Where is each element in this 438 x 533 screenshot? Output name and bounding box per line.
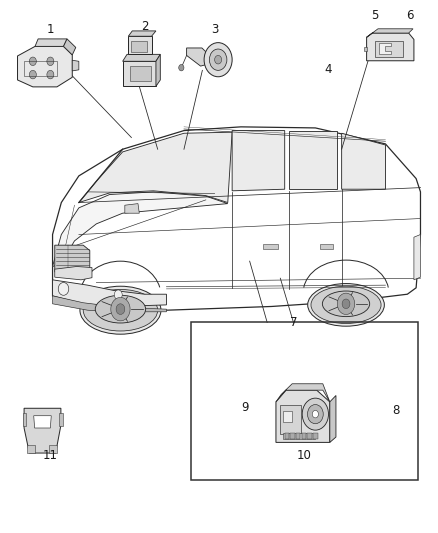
Polygon shape — [289, 131, 337, 189]
Text: 11: 11 — [43, 449, 58, 462]
Polygon shape — [34, 416, 51, 428]
Circle shape — [215, 55, 222, 64]
Polygon shape — [276, 384, 330, 402]
Circle shape — [337, 293, 355, 314]
Polygon shape — [414, 235, 420, 280]
Circle shape — [114, 290, 122, 300]
Polygon shape — [35, 39, 67, 46]
Ellipse shape — [83, 289, 158, 331]
Ellipse shape — [80, 286, 161, 334]
Bar — [290, 433, 295, 439]
Bar — [307, 433, 312, 439]
Bar — [283, 433, 315, 439]
Polygon shape — [125, 204, 139, 213]
Bar — [296, 433, 300, 439]
Circle shape — [29, 70, 36, 79]
Text: 9: 9 — [241, 401, 249, 414]
Bar — [59, 413, 63, 426]
Circle shape — [111, 297, 130, 321]
Polygon shape — [342, 133, 385, 189]
Text: 6: 6 — [406, 10, 413, 22]
Circle shape — [29, 57, 36, 66]
Polygon shape — [53, 127, 420, 312]
Bar — [49, 445, 57, 453]
Text: 4: 4 — [325, 63, 332, 76]
Text: 7: 7 — [290, 316, 297, 329]
Polygon shape — [187, 48, 208, 66]
Circle shape — [209, 49, 227, 70]
Bar — [191, 322, 418, 480]
Circle shape — [204, 43, 232, 77]
Circle shape — [312, 410, 318, 418]
Bar — [27, 445, 35, 453]
Bar — [375, 41, 403, 57]
Ellipse shape — [322, 291, 370, 317]
Ellipse shape — [308, 284, 385, 326]
Bar — [320, 244, 333, 249]
Bar — [131, 41, 147, 52]
Polygon shape — [79, 132, 232, 203]
Text: 2: 2 — [141, 20, 148, 33]
Polygon shape — [276, 390, 330, 442]
Ellipse shape — [95, 295, 145, 323]
Bar — [24, 61, 57, 76]
Circle shape — [47, 57, 54, 66]
Circle shape — [116, 304, 125, 314]
Polygon shape — [232, 131, 285, 191]
Bar — [302, 433, 306, 439]
Circle shape — [307, 405, 323, 424]
Bar — [280, 405, 301, 434]
Polygon shape — [123, 61, 156, 86]
Polygon shape — [367, 33, 414, 61]
Circle shape — [342, 299, 350, 309]
Text: 5: 5 — [371, 10, 378, 22]
Bar — [313, 433, 318, 439]
Bar — [130, 66, 151, 81]
Polygon shape — [72, 60, 79, 71]
Ellipse shape — [311, 286, 381, 324]
Bar — [364, 47, 367, 51]
Polygon shape — [55, 266, 92, 280]
Bar — [285, 433, 289, 439]
Polygon shape — [64, 39, 76, 55]
Text: 10: 10 — [297, 449, 312, 462]
Polygon shape — [379, 43, 391, 54]
Polygon shape — [123, 54, 160, 61]
Polygon shape — [128, 31, 156, 36]
Bar — [283, 411, 292, 422]
Circle shape — [302, 398, 328, 430]
Text: 8: 8 — [393, 404, 400, 417]
Bar — [263, 244, 278, 249]
Polygon shape — [330, 395, 336, 442]
Polygon shape — [24, 408, 61, 453]
Polygon shape — [156, 54, 160, 86]
Bar — [23, 413, 26, 426]
Circle shape — [58, 282, 69, 295]
Text: 3: 3 — [211, 23, 218, 36]
Polygon shape — [55, 245, 90, 276]
Circle shape — [47, 70, 54, 79]
Polygon shape — [53, 280, 166, 306]
Polygon shape — [18, 46, 72, 87]
Polygon shape — [367, 29, 413, 37]
Text: 1: 1 — [46, 23, 54, 36]
Polygon shape — [53, 296, 166, 312]
Polygon shape — [53, 192, 228, 266]
Circle shape — [179, 64, 184, 71]
Polygon shape — [128, 36, 152, 54]
